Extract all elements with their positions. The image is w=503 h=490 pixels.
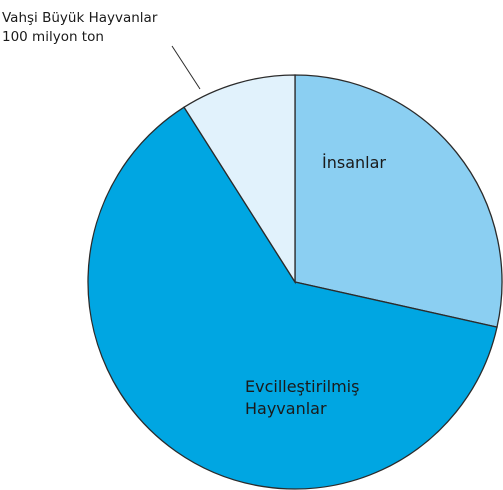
slice-label-vahsi-buyuk-hayvanlar: Vahşi Büyük Hayvanlar 100 milyon ton <box>2 10 162 45</box>
callout-leader-line <box>172 46 200 89</box>
slice-label-insanlar: İnsanlar <box>322 153 386 172</box>
